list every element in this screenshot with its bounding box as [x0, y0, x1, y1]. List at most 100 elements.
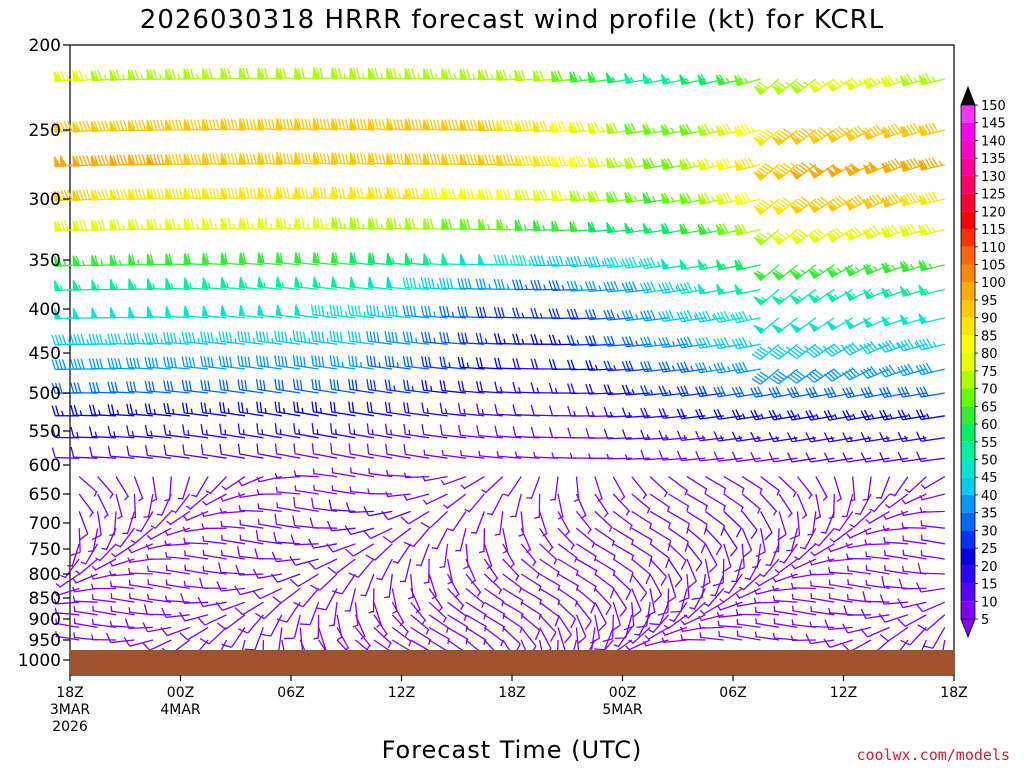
wind-barb	[348, 401, 374, 417]
wind-barb	[115, 527, 135, 548]
wind-barb	[585, 383, 614, 395]
wind-barb	[386, 276, 411, 291]
wind-barb	[808, 78, 835, 94]
wind-barb	[918, 284, 945, 296]
wind-barb	[475, 380, 503, 394]
wind-barb	[51, 427, 80, 439]
colorbar-segment	[961, 477, 975, 495]
wind-barb	[373, 626, 392, 649]
wind-barb	[440, 475, 467, 486]
wind-barb	[78, 511, 89, 541]
x-tick-label: 2026	[52, 719, 88, 735]
wind-barb	[165, 277, 190, 291]
wind-barb	[658, 450, 688, 461]
wind-barb	[860, 365, 890, 380]
wind-barb	[457, 403, 485, 417]
wind-barb	[550, 70, 577, 83]
wind-barb	[218, 562, 246, 575]
wind-barb	[403, 527, 430, 548]
wind-barb	[237, 379, 264, 394]
wind-barb	[127, 543, 154, 554]
wind-barb	[130, 527, 154, 545]
wind-barb	[275, 217, 301, 231]
wind-barb	[271, 551, 301, 563]
wind-barb	[70, 446, 98, 459]
wind-barb	[668, 527, 689, 552]
wind-barb	[441, 449, 467, 459]
colorbar-segment	[961, 583, 975, 602]
wind-barb	[202, 493, 227, 506]
wind-barb	[125, 381, 153, 394]
wind-barb	[557, 493, 564, 520]
wind-barb	[53, 587, 80, 597]
wind-barb	[734, 223, 761, 236]
wind-barb	[220, 152, 245, 166]
wind-barb	[402, 355, 430, 370]
wind-barb	[183, 510, 209, 522]
wind-barb	[78, 476, 98, 497]
wind-barb	[847, 579, 872, 590]
wind-barb	[330, 276, 356, 291]
wind-barb	[731, 361, 761, 374]
wind-barb	[661, 258, 688, 270]
wind-barb	[367, 118, 393, 131]
wind-barb	[235, 564, 264, 576]
wind-barb	[404, 217, 430, 231]
wind-barb	[220, 217, 246, 231]
wind-barb	[735, 587, 761, 600]
wind-barb	[603, 406, 632, 418]
wind-barb	[750, 431, 780, 443]
wind-barb	[107, 425, 135, 439]
wind-barb	[205, 476, 228, 495]
wind-barb	[146, 119, 172, 131]
wind-barb	[313, 614, 320, 640]
wind-barb	[796, 493, 808, 520]
wind-barb	[360, 573, 375, 597]
wind-barb	[404, 118, 430, 131]
wind-barb	[126, 403, 153, 417]
wind-barb	[734, 259, 761, 271]
wind-barb	[147, 579, 172, 590]
wind-barb	[274, 330, 301, 345]
wind-barb	[428, 626, 451, 645]
wind-barb	[165, 305, 190, 319]
wind-barb	[898, 578, 927, 590]
wind-barb	[439, 331, 467, 345]
wind-barb	[257, 118, 282, 131]
wind-barb	[109, 620, 135, 629]
wind-barb	[807, 511, 817, 536]
wind-barb	[723, 527, 738, 557]
wind-barb	[636, 602, 651, 629]
wind-barb	[594, 601, 607, 632]
wind-barb	[731, 310, 761, 324]
wind-barb	[478, 450, 503, 459]
wind-barb	[585, 360, 614, 371]
wind-barb	[768, 432, 798, 443]
wind-barb	[441, 187, 466, 200]
wind-barb	[612, 573, 632, 601]
wind-barb	[584, 256, 614, 268]
wind-barb	[238, 217, 264, 231]
colorbar-tick-label: 35	[981, 507, 998, 522]
wind-barb	[881, 158, 909, 174]
wind-barb	[882, 525, 909, 532]
wind-barb	[606, 453, 632, 460]
wind-barb	[808, 196, 835, 214]
wind-barb	[668, 601, 688, 623]
wind-barb	[915, 386, 945, 398]
wind-barb	[768, 452, 798, 463]
wind-barb	[220, 305, 246, 319]
wind-barb	[329, 378, 356, 394]
wind-barb	[367, 67, 393, 80]
wind-barb	[182, 444, 209, 459]
wind-barb	[428, 614, 450, 633]
wind-barb	[142, 639, 172, 651]
wind-barb	[431, 527, 449, 550]
wind-barb	[751, 343, 780, 361]
wind-barb	[787, 452, 816, 463]
wind-barb	[91, 558, 117, 571]
wind-barb	[864, 539, 890, 546]
wind-barb	[255, 530, 282, 545]
wind-barb	[366, 443, 393, 459]
wind-barb	[402, 305, 430, 319]
